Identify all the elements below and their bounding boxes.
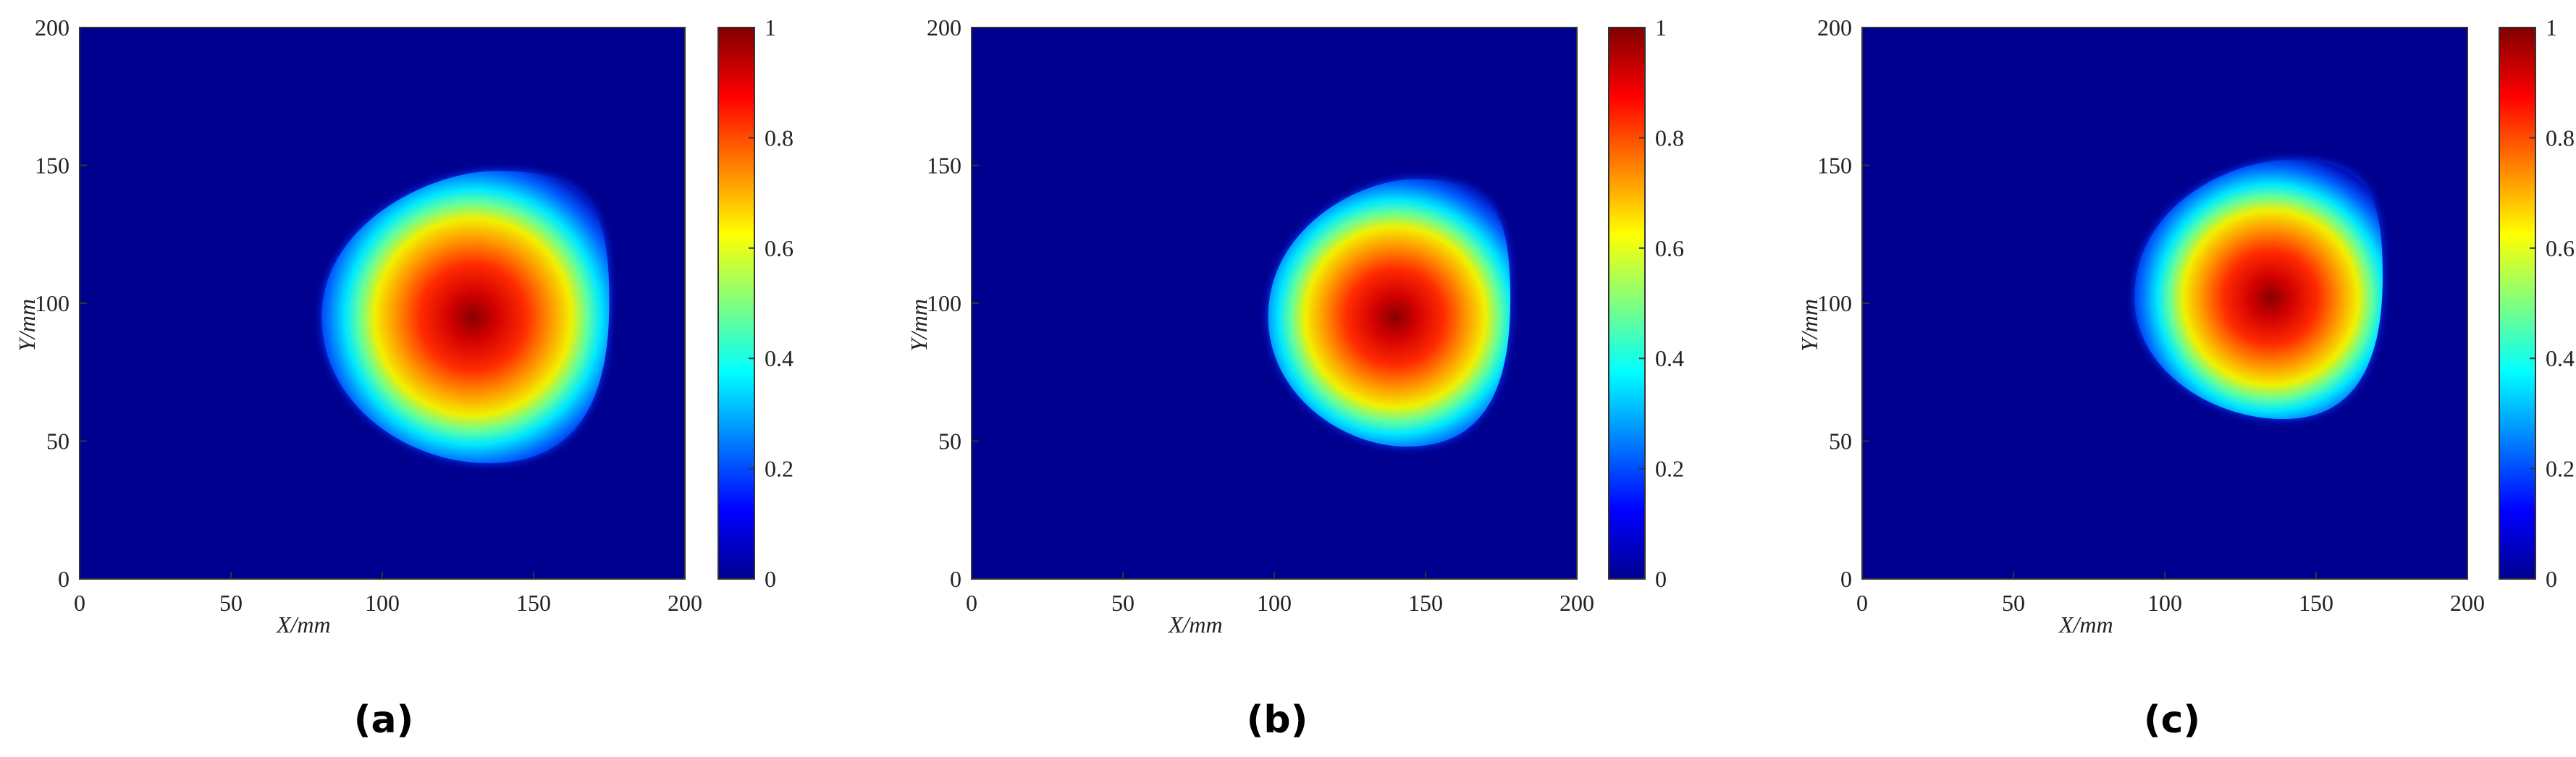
colorbar-tick-label: 0 [1655, 566, 1667, 592]
x-tick-label: 0 [966, 590, 977, 616]
colorbar-tick-label: 0.6 [765, 235, 794, 261]
y-tick-label: 150 [1817, 153, 1852, 179]
x-tick-label: 100 [2147, 590, 2182, 616]
y-tick-label: 50 [1829, 428, 1852, 454]
colorbar-tick-label: 0 [2546, 566, 2557, 592]
x-tick-label: 200 [2450, 590, 2485, 616]
colorbar [1608, 27, 1646, 580]
x-tick-label: 200 [1560, 590, 1594, 616]
x-tick-label: 0 [74, 590, 85, 616]
colorbar [717, 27, 755, 580]
colorbar-tick-label: 1 [765, 14, 776, 41]
x-tick-label: 50 [219, 590, 243, 616]
colorbar-tick-label: 0.8 [765, 124, 794, 151]
colorbar-tick-label: 0.8 [2546, 124, 2575, 151]
colorbar-tick-label: 0.8 [1655, 124, 1684, 151]
colorbar-tick-label: 1 [2546, 14, 2557, 41]
y-tick-label: 200 [35, 14, 70, 41]
x-tick-label: 150 [516, 590, 551, 616]
y-tick-label: 0 [1840, 566, 1852, 592]
colorbar-tick-label: 0.6 [1655, 235, 1684, 261]
x-tick-label: 100 [1257, 590, 1292, 616]
y-axis-label: Y/mm [906, 299, 932, 352]
y-tick-label: 50 [938, 428, 961, 454]
y-tick-label: 0 [58, 566, 70, 592]
y-tick-label: 100 [35, 290, 70, 316]
x-axis-label: X/mm [2058, 612, 2113, 638]
panel-label: (b) [1247, 698, 1308, 742]
colorbar-tick-label: 0 [765, 566, 776, 592]
chart-panel-b: 0 50 100 150 200 0 50 100 150 200 X/mm Y/mm 0 0.2 0.4 0… [906, 14, 1684, 742]
panel-label: (a) [354, 698, 414, 742]
colorbar-tick-label: 0.4 [2546, 345, 2575, 371]
y-axis-label: Y/mm [1796, 299, 1822, 352]
y-tick-label: 50 [46, 428, 70, 454]
x-tick-label: 200 [668, 590, 702, 616]
panel-label: (c) [2144, 698, 2200, 742]
colorbar-tick-label: 0.2 [765, 456, 794, 482]
x-axis-label: X/mm [275, 612, 331, 638]
colorbar [2499, 27, 2536, 580]
heatmap-field [1268, 179, 1511, 447]
y-tick-label: 200 [927, 14, 961, 41]
colorbar-tick-label: 1 [1655, 14, 1667, 41]
field-body [2134, 159, 2383, 420]
x-tick-label: 50 [2002, 590, 2025, 616]
colorbar-tick-label: 0.6 [2546, 235, 2575, 261]
heatmap-field [321, 171, 610, 463]
colorbar-tick-label: 0.2 [2546, 456, 2575, 482]
colorbar-tick-label: 0.2 [1655, 456, 1684, 482]
colorbar-tick-label: 0.4 [1655, 345, 1684, 371]
y-tick-label: 150 [35, 153, 70, 179]
x-tick-label: 0 [1856, 590, 1868, 616]
field-body [1268, 179, 1511, 447]
heatmap-field [2134, 159, 2383, 420]
y-tick-label: 100 [927, 290, 961, 316]
x-tick-label: 50 [1111, 590, 1135, 616]
y-tick-label: 150 [927, 153, 961, 179]
y-tick-label: 200 [1817, 14, 1852, 41]
x-tick-label: 150 [1408, 590, 1443, 616]
x-axis-label: X/mm [1167, 612, 1223, 638]
field-body [321, 171, 610, 463]
y-axis-label: Y/mm [14, 299, 40, 352]
chart-panel-c: 0 50 100 150 200 0 50 100 150 200 X/mm Y/mm 0 0.2 0.4 0… [1796, 14, 2575, 742]
y-tick-label: 0 [950, 566, 961, 592]
colorbar-tick-label: 0.4 [765, 345, 794, 371]
x-tick-label: 100 [365, 590, 400, 616]
chart-panel-a: 0 50 100 150 200 0 50 100 150 200 X/mm Y/mm 0 0.2 0.4 0… [14, 14, 794, 742]
y-tick-label: 100 [1817, 290, 1852, 316]
x-tick-label: 150 [2299, 590, 2333, 616]
